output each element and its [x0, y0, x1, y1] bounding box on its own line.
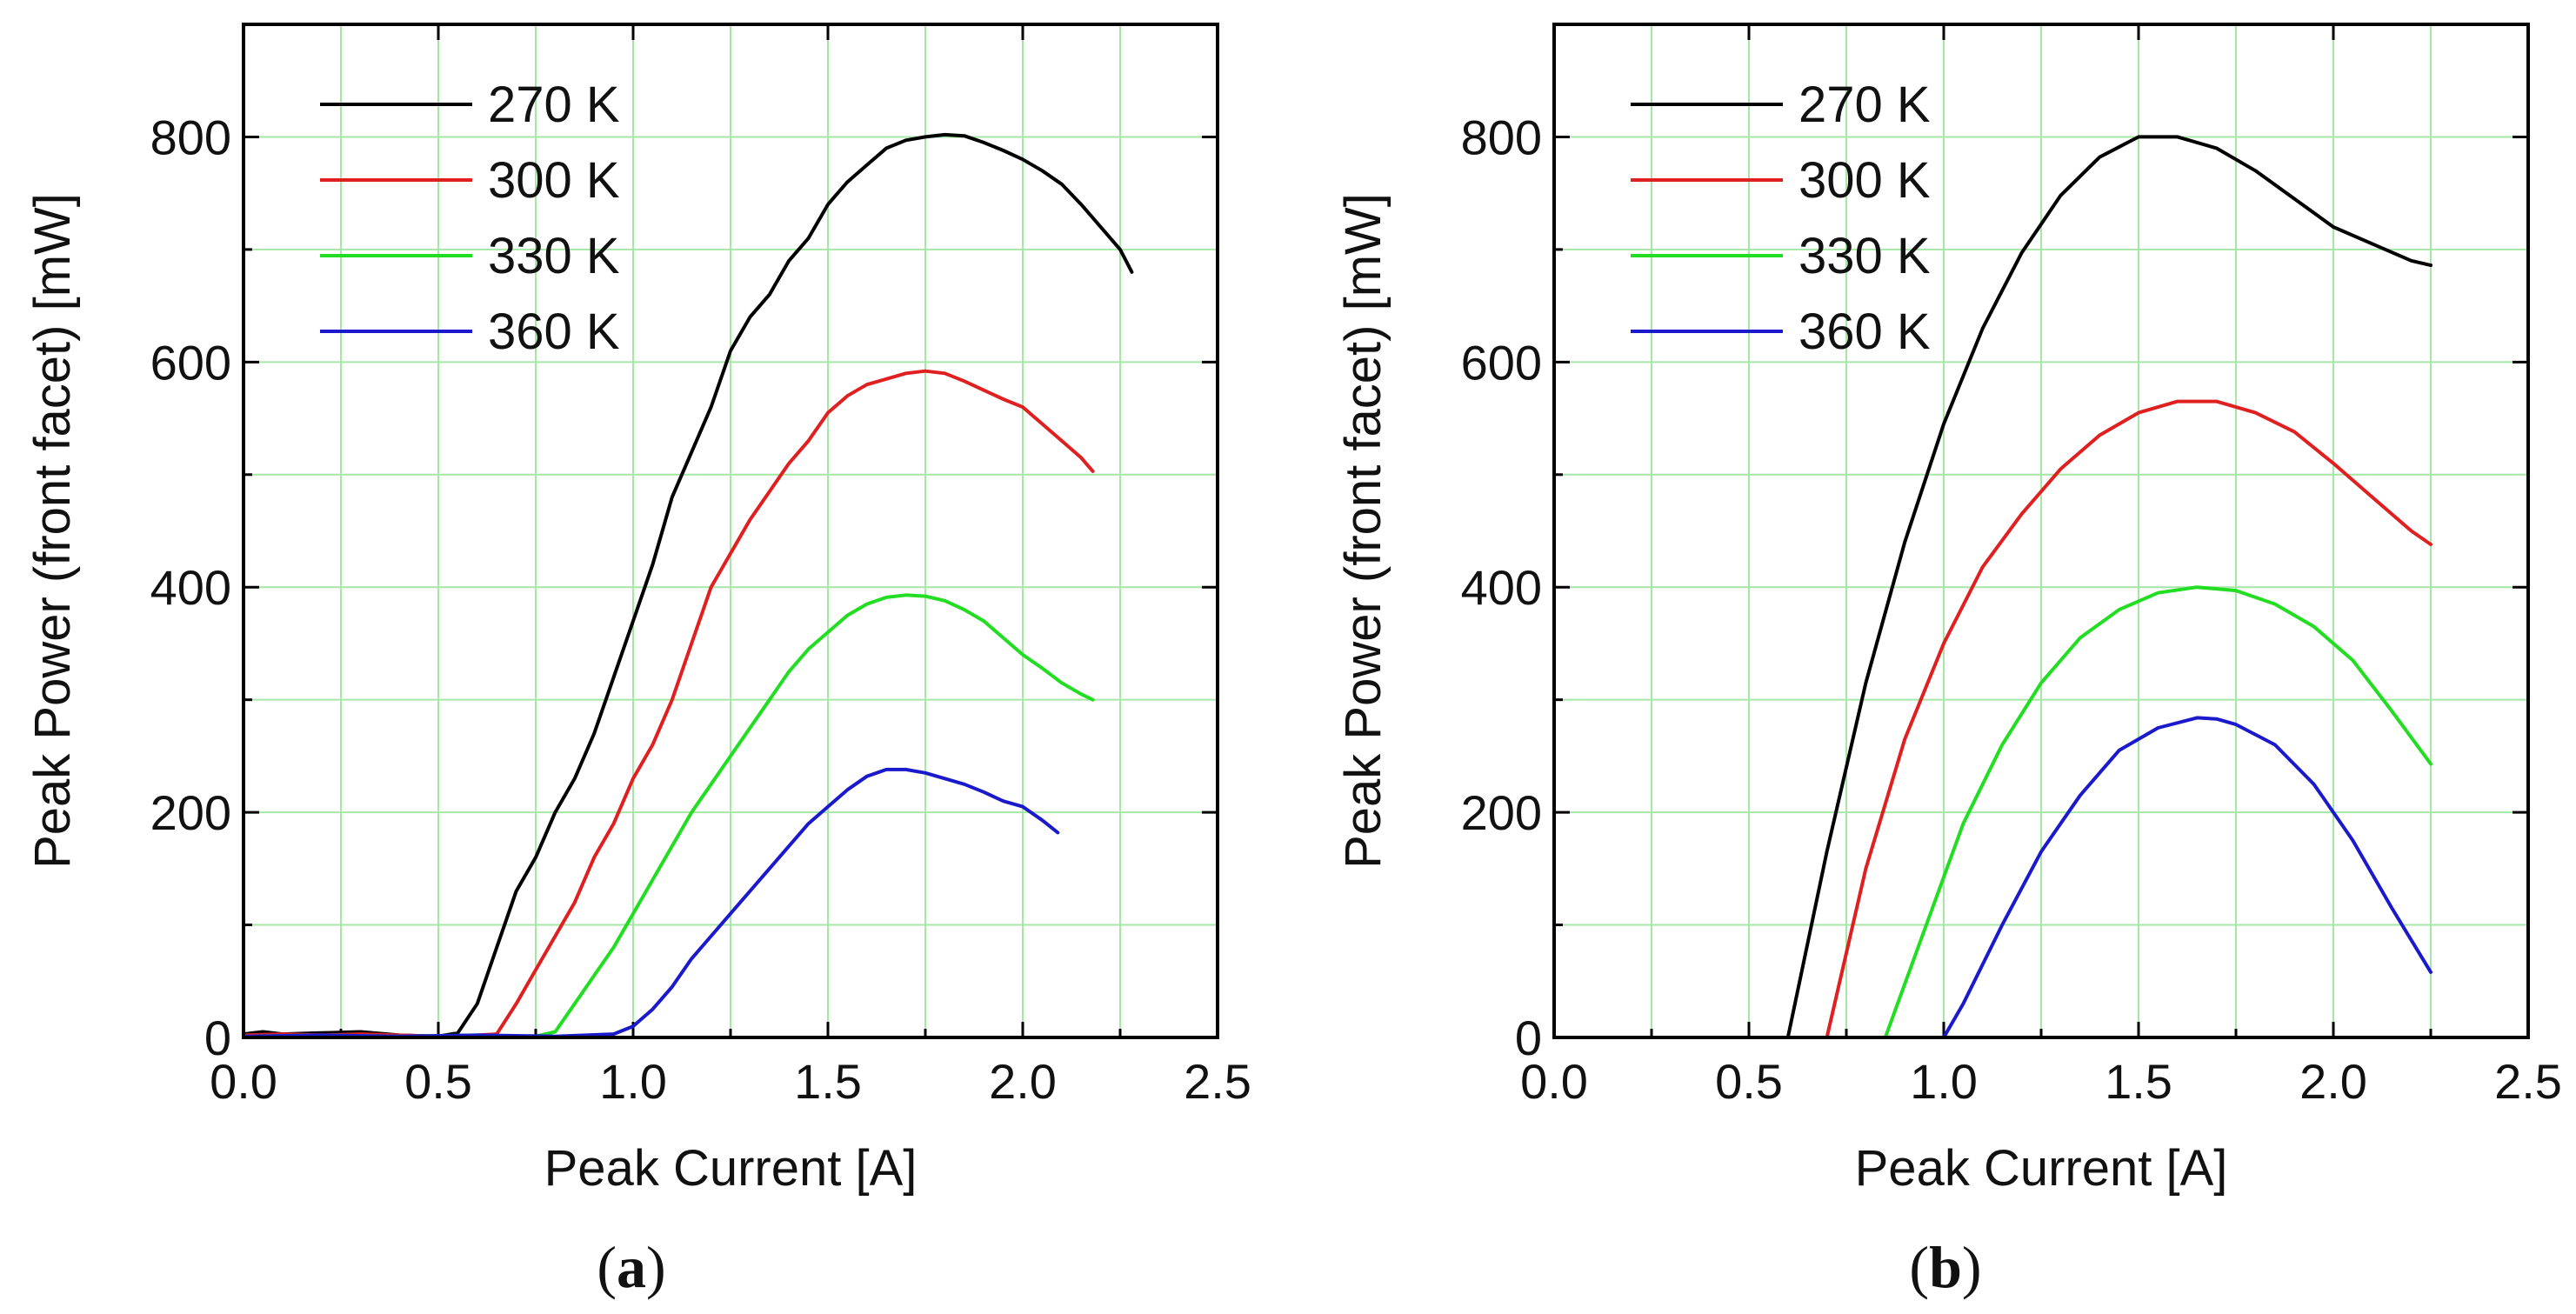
p1-legend-label: 270 K — [1799, 77, 1931, 133]
p0-ytick-label: 200 — [150, 785, 231, 840]
p0-series-270k — [242, 132, 1134, 1038]
p0-ytick-label: 600 — [150, 335, 231, 390]
p1-axes-frame — [1552, 23, 2530, 1039]
p0-xtick-label: 1.5 — [794, 1054, 862, 1109]
p0-legend-label: 360 K — [488, 303, 620, 360]
p1-legend-label: 300 K — [1799, 152, 1931, 209]
p1-legend-label: 360 K — [1799, 303, 1931, 360]
p0-ylabel: Peak Power (front facet) [mW] — [24, 193, 81, 869]
p0-series-360k — [242, 767, 1060, 1038]
p0-xtick-label: 1.0 — [599, 1054, 667, 1109]
caption-b: (b) — [1909, 1234, 1981, 1300]
p0-legend-label: 330 K — [488, 228, 620, 284]
p0-xtick-label: 2.0 — [989, 1054, 1057, 1109]
p0-xtick-label: 2.5 — [1184, 1054, 1251, 1109]
caption-a: (a) — [597, 1234, 665, 1300]
p1-xtick-label: 2.0 — [2299, 1054, 2367, 1109]
p1-xtick-label: 0.5 — [1715, 1054, 1783, 1109]
p1-xtick-label: 1.0 — [1910, 1054, 1978, 1109]
p1-ytick-label: 0 — [1515, 1011, 1542, 1065]
p0-xtick-label: 0.5 — [404, 1054, 472, 1109]
p0-ytick-label: 400 — [150, 560, 231, 615]
p0-legend-label: 270 K — [488, 77, 620, 133]
p0-legend-label: 300 K — [488, 152, 620, 209]
caption-a-letter: a — [617, 1234, 646, 1300]
p1-ytick-label: 800 — [1461, 110, 1542, 164]
p1-ytick-label: 200 — [1461, 785, 1542, 840]
p1-series-330k — [1552, 585, 2433, 1039]
panel-a: (a) 0.0 0.5 1.0 1.5 2.0 2.5 0 200 400 600 800 270 K… — [24, 23, 1251, 1300]
p1-xtick-label: 2.5 — [2494, 1054, 2562, 1109]
p0-series-330k — [242, 593, 1095, 1038]
p1-ylabel: Peak Power (front facet) [mW] — [1335, 193, 1391, 869]
p0-ytick-label: 800 — [150, 110, 231, 164]
p1-xtick-label: 1.5 — [2105, 1054, 2172, 1109]
p1-legend-label: 330 K — [1799, 228, 1931, 284]
caption-b-letter: b — [1929, 1234, 1962, 1300]
p0-ytick-label: 0 — [204, 1011, 231, 1065]
p1-series-270k — [1552, 135, 2433, 1039]
p1-xtick-label: 0.0 — [1520, 1054, 1588, 1109]
p1-ytick-label: 400 — [1461, 560, 1542, 615]
panel-b: (b) 0.0 0.5 1.0 1.5 2.0 2.5 0 200 400 600 800 270 K… — [1335, 23, 2562, 1300]
p0-axes-frame — [242, 23, 1219, 1039]
p0-xtick-label: 0.0 — [210, 1054, 277, 1109]
p0-xlabel: Peak Current [A] — [544, 1140, 918, 1197]
p1-series-300k — [1552, 399, 2433, 1039]
p0-series-300k — [242, 369, 1095, 1038]
p1-xlabel: Peak Current [A] — [1855, 1140, 2228, 1197]
p1-series-360k — [1552, 716, 2433, 1039]
p1-ytick-label: 600 — [1461, 335, 1542, 390]
